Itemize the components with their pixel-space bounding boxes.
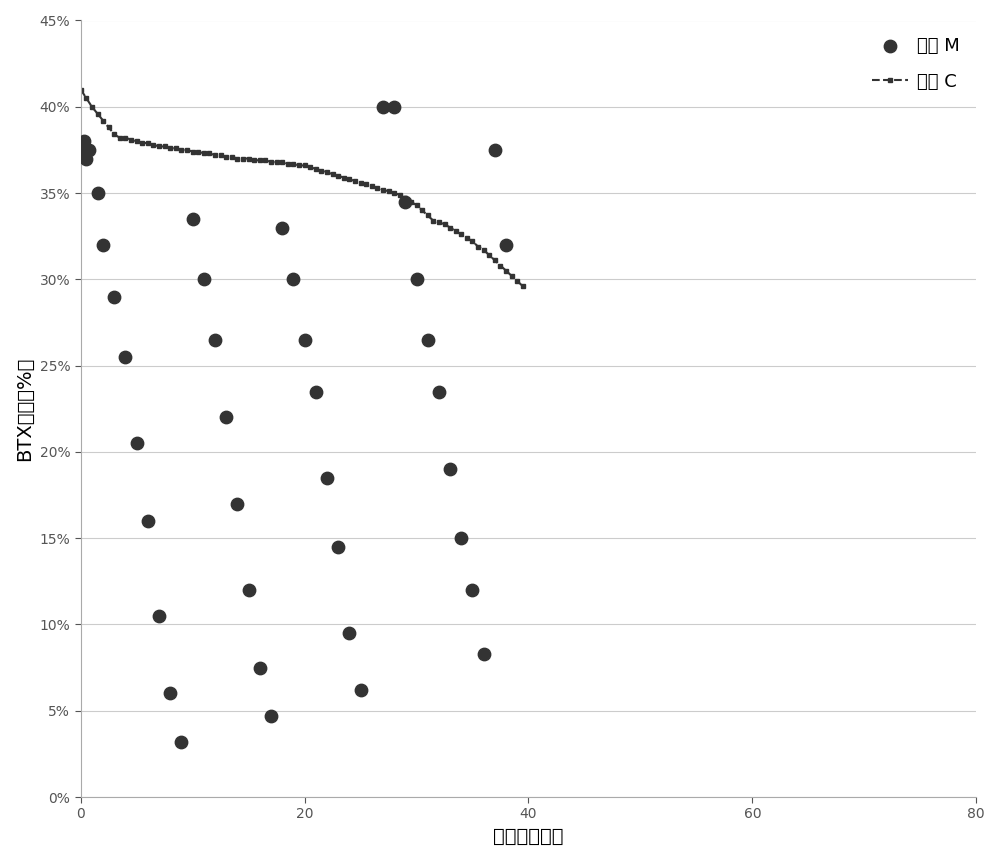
样品 M [464,583,480,597]
样品 M [95,238,111,251]
样品 M [78,152,94,165]
样品 M [431,385,447,399]
样品 C [75,84,87,95]
样品 M [229,497,245,511]
Legend: 样品 M, 样品 C: 样品 M, 样品 C [865,29,967,98]
样品 M [330,540,346,554]
样品 M [81,143,97,157]
样品 M [409,272,425,286]
样品 M [117,350,133,364]
样品 M [274,220,290,234]
样品 M [397,195,413,208]
样品 C [360,179,372,189]
样品 M [252,660,268,674]
样品 C [466,236,478,246]
样品 M [74,143,90,157]
样品 M [241,583,257,597]
样品 C [517,281,529,291]
样品 M [386,100,402,114]
样品 C [271,157,283,167]
样品 C [377,184,389,195]
样品 M [196,272,212,286]
样品 M [140,514,156,528]
样品 M [341,626,357,640]
样品 C [343,174,355,184]
样品 M [476,647,492,660]
样品 C [338,172,350,183]
样品 M [218,411,234,424]
样品 M [375,100,391,114]
样品 M [420,333,436,347]
样品 M [106,289,122,303]
样品 M [207,333,223,347]
样品 M [319,471,335,485]
样品 M [442,462,458,476]
样品 M [498,238,514,251]
样品 M [297,333,313,347]
样品 M [129,437,145,450]
样品 M [162,686,178,700]
Y-axis label: BTX收率（%）: BTX收率（%） [15,356,34,461]
样品 M [263,709,279,723]
样品 M [173,735,189,749]
样品 M [76,134,92,148]
样品 M [151,609,167,623]
样品 M [487,143,503,157]
Line: 样品 C: 样品 C [79,88,525,288]
样品 M [353,683,369,697]
X-axis label: 时间（小时）: 时间（小时） [493,827,564,846]
样品 M [90,186,106,200]
样品 M [285,272,301,286]
样品 M [453,531,469,545]
样品 M [185,212,201,226]
样品 M [308,385,324,399]
